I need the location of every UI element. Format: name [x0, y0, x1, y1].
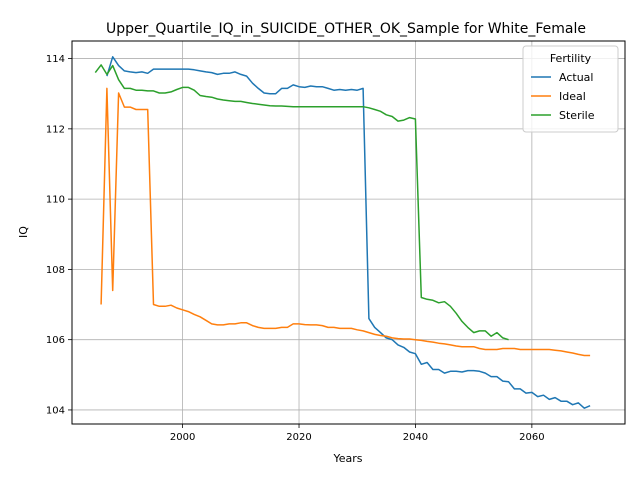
y-tick-label: 112	[46, 124, 65, 135]
x-tick-label: 2020	[286, 432, 311, 443]
y-tick-label: 114	[46, 54, 65, 65]
y-axis-label: IQ	[17, 226, 30, 238]
series-line-sterile	[94, 64, 509, 341]
legend: Fertility Actual Ideal Sterile	[522, 45, 619, 133]
series-line-ideal	[100, 87, 591, 357]
legend-title: Fertility	[550, 52, 592, 65]
legend-label-sterile: Sterile	[559, 109, 595, 122]
y-tick-label: 106	[46, 335, 65, 346]
x-tick-label: 2000	[170, 432, 195, 443]
x-axis-label: Years	[332, 452, 362, 465]
y-tick-label: 110	[46, 195, 65, 206]
x-tick-label: 2040	[403, 432, 428, 443]
legend-label-ideal: Ideal	[559, 90, 586, 103]
y-tick-label: 108	[46, 265, 65, 276]
chart-title: Upper_Quartile_IQ_in_SUICIDE_OTHER_OK_Sa…	[106, 21, 586, 37]
y-axis: 104 106 108 110 112 114	[46, 54, 72, 416]
legend-label-actual: Actual	[559, 71, 593, 84]
x-axis: 2000 2020 2040 2060	[170, 424, 545, 443]
y-tick-label: 104	[46, 405, 65, 416]
series-lines	[94, 56, 591, 409]
legend-box	[522, 45, 619, 133]
series-line-actual	[106, 56, 591, 409]
plot-area-frame	[71, 40, 626, 425]
x-tick-label: 2060	[519, 432, 544, 443]
